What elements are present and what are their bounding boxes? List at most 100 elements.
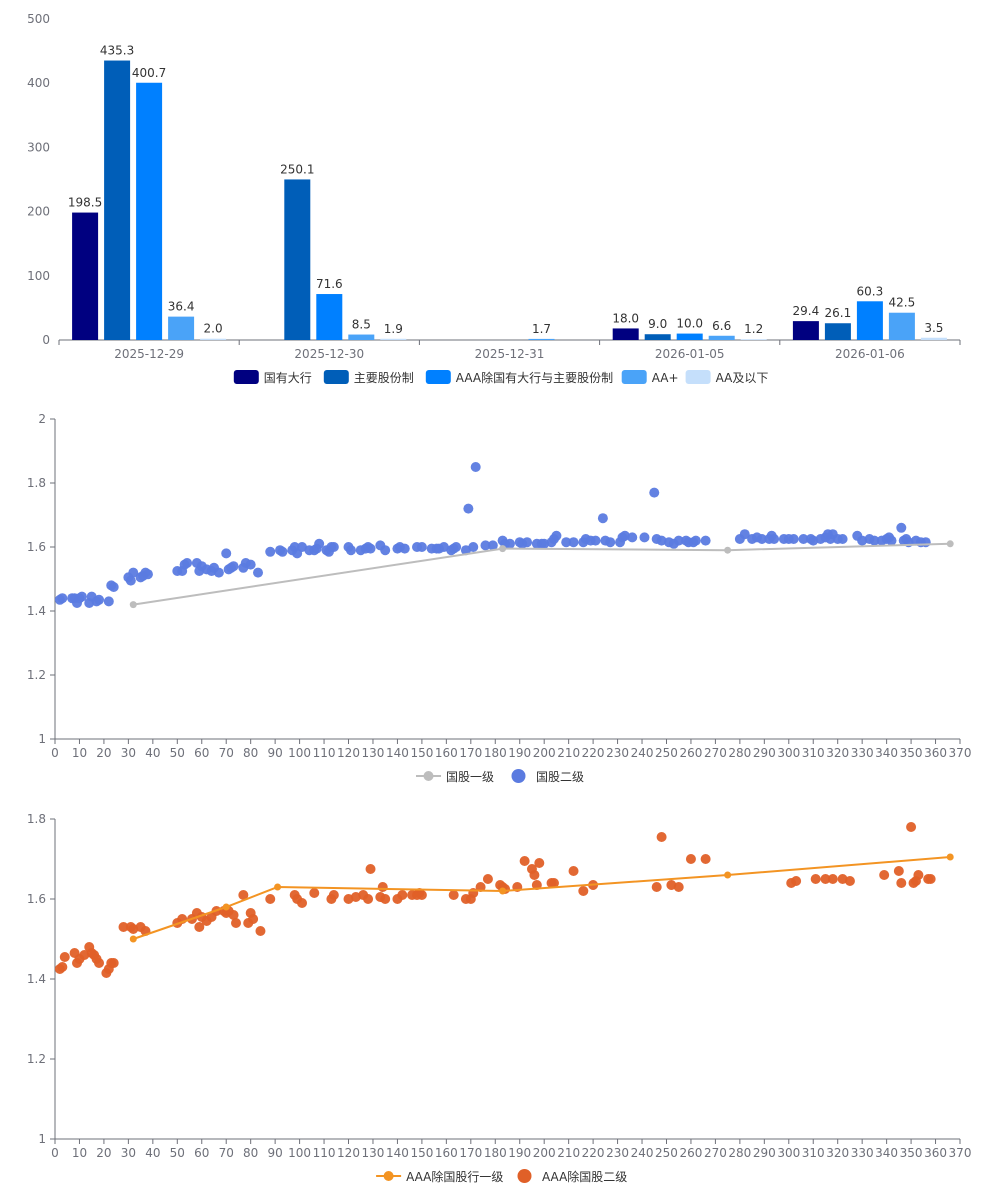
scatter-point <box>363 894 374 904</box>
line-point <box>724 871 732 879</box>
scatter-point <box>788 534 799 544</box>
scatter-point <box>309 888 320 898</box>
x-tick-label: 60 <box>194 1146 209 1160</box>
scatter-point <box>913 870 924 880</box>
x-tick-label: 40 <box>145 1146 160 1160</box>
scatter-point <box>578 886 589 896</box>
scatter-point <box>297 898 308 908</box>
x-tick-label: 210 <box>557 1146 580 1160</box>
data-label: 198.5 <box>68 196 102 210</box>
scatter-point <box>656 832 667 842</box>
scatter-point <box>59 952 70 962</box>
scatter-point <box>906 822 917 832</box>
scatter-point <box>739 529 750 540</box>
x-tick-label: 120 <box>337 746 360 760</box>
y-tick-label: 300 <box>27 140 50 154</box>
scatter-point <box>463 503 474 514</box>
x-tick-label: 2025-12-31 <box>475 347 545 361</box>
legend-marker <box>517 1169 532 1183</box>
data-label: 400.7 <box>132 66 166 80</box>
scatter-point <box>480 540 491 551</box>
x-tick-label: 70 <box>219 1146 234 1160</box>
scatter-point <box>685 854 696 864</box>
scatter-point <box>844 876 855 886</box>
scatter-point <box>690 535 701 546</box>
bar <box>72 212 99 340</box>
x-tick-label: 260 <box>679 1146 702 1160</box>
bar <box>612 328 639 340</box>
scatter-point <box>103 596 114 607</box>
scatter-point <box>228 561 239 572</box>
scatter-point <box>893 866 904 876</box>
bar <box>740 339 767 340</box>
legend-label: 主要股份制 <box>354 371 414 385</box>
x-tick-label: 30 <box>121 746 136 760</box>
data-label: 71.6 <box>316 277 343 291</box>
legend-swatch <box>621 370 647 384</box>
scatter-point <box>57 962 68 972</box>
x-tick-label: 310 <box>802 746 825 760</box>
x-tick-label: 0 <box>51 1146 59 1160</box>
line-point <box>499 887 507 895</box>
data-label: 250.1 <box>280 162 314 176</box>
y-tick-label: 1 <box>38 732 46 746</box>
x-tick-label: 20 <box>96 1146 111 1160</box>
y-tick-label: 1.8 <box>27 812 46 826</box>
bar-chart-legend: 国有大行 主要股份制 AAA除国有大行与主要股份制 AA+ AA及以下 <box>233 370 768 385</box>
bar <box>348 334 375 340</box>
legend-swatch <box>685 370 711 384</box>
scatter-point <box>245 559 256 570</box>
bar <box>856 301 883 340</box>
x-tick-label: 100 <box>288 746 311 760</box>
x-tick-label: 280 <box>728 1146 751 1160</box>
scatter-point <box>76 591 87 602</box>
scatter-point <box>108 582 119 592</box>
y-tick-label: 1.4 <box>27 604 46 618</box>
data-label: 18.0 <box>612 311 639 325</box>
line-point <box>946 540 954 548</box>
legend-label: 国股一级 <box>446 770 494 784</box>
scatter-point <box>265 894 276 904</box>
x-tick-label: 360 <box>924 1146 947 1160</box>
scatter-point <box>397 890 408 900</box>
y-tick-label: 1.6 <box>27 892 46 906</box>
scatter-point <box>108 958 119 968</box>
x-tick-label: 350 <box>900 1146 923 1160</box>
x-tick-label: 140 <box>386 746 409 760</box>
scatter-point <box>399 543 410 554</box>
x-tick-label: 30 <box>121 1146 136 1160</box>
scatter-point <box>365 543 376 554</box>
scatter-point <box>468 542 479 552</box>
scatter-point <box>798 534 809 544</box>
scatter-point <box>255 926 266 936</box>
bar <box>920 337 947 340</box>
scatter-point <box>649 487 660 498</box>
x-tick-label: 230 <box>606 1146 629 1160</box>
x-tick-label: 110 <box>313 746 336 760</box>
scatter-point <box>238 890 249 900</box>
scatter-point <box>879 870 890 880</box>
bar <box>104 60 131 340</box>
x-tick-label: 230 <box>606 746 629 760</box>
scatter-point <box>277 546 288 557</box>
y-tick-label: 1.4 <box>27 972 46 986</box>
x-tick-label: 350 <box>900 746 923 760</box>
x-tick-label: 2025-12-29 <box>114 347 184 361</box>
scatter-point <box>194 922 205 932</box>
scatter-point <box>820 874 831 884</box>
x-tick-label: 200 <box>533 1146 556 1160</box>
scatter-point <box>568 866 579 876</box>
x-tick-label: 150 <box>410 746 433 760</box>
x-tick-label: 300 <box>777 746 800 760</box>
scatter-point <box>470 462 481 472</box>
scatter-point <box>651 882 662 892</box>
x-tick-label: 120 <box>337 1146 360 1160</box>
legend-swatch <box>233 370 259 384</box>
x-tick-label: 320 <box>826 746 849 760</box>
x-tick-label: 250 <box>655 1146 678 1160</box>
x-tick-label: 140 <box>386 1146 409 1160</box>
scatter-point <box>568 537 579 548</box>
scatter-point <box>756 534 767 544</box>
y-tick-label: 1.2 <box>27 1052 46 1066</box>
